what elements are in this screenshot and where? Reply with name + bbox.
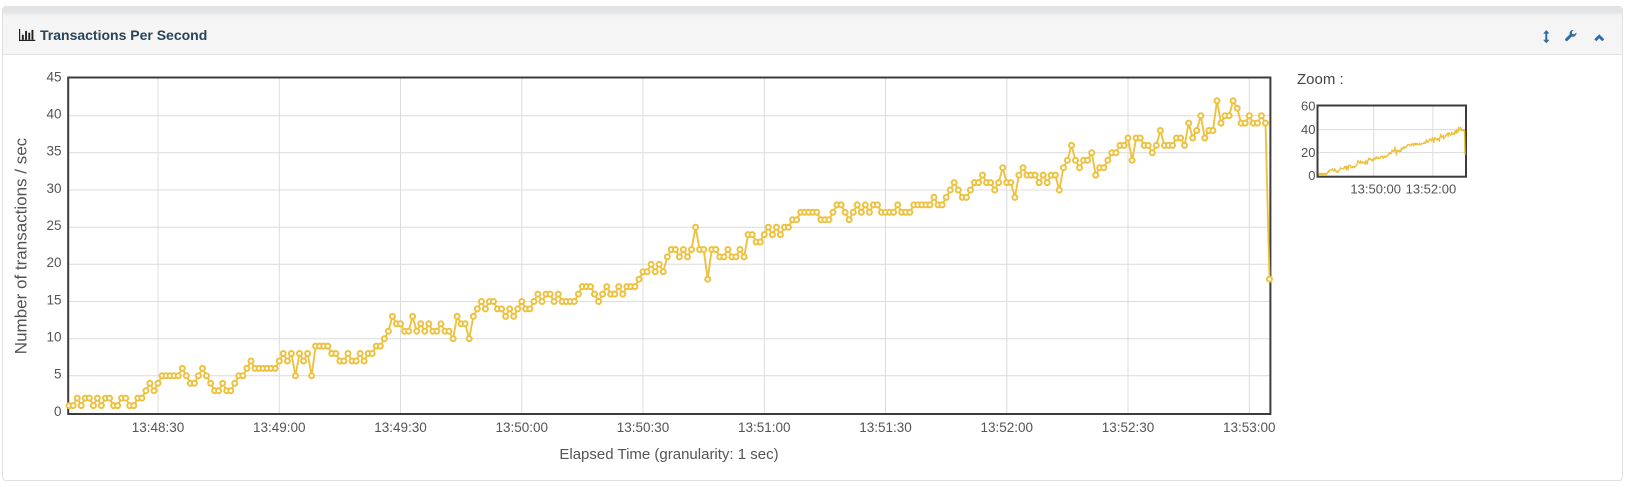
svg-text:0: 0 (1308, 168, 1315, 183)
svg-text:20: 20 (1301, 145, 1315, 160)
svg-text:5: 5 (54, 367, 62, 382)
svg-text:15: 15 (46, 292, 61, 307)
svg-text:10: 10 (46, 330, 61, 345)
svg-text:60: 60 (1301, 99, 1315, 114)
svg-text:0: 0 (54, 404, 62, 419)
svg-text:Number of transactions / sec: Number of transactions / sec (12, 137, 31, 354)
svg-text:13:52:30: 13:52:30 (1102, 420, 1155, 435)
svg-text:13:49:00: 13:49:00 (253, 420, 306, 435)
svg-text:13:51:30: 13:51:30 (859, 420, 912, 435)
svg-text:25: 25 (46, 218, 61, 233)
svg-text:40: 40 (46, 107, 61, 122)
svg-text:30: 30 (46, 181, 61, 196)
svg-text:13:49:30: 13:49:30 (374, 420, 427, 435)
svg-text:20: 20 (46, 255, 61, 270)
svg-text:13:50:30: 13:50:30 (617, 420, 670, 435)
svg-text:13:48:30: 13:48:30 (132, 420, 185, 435)
svg-text:Elapsed Time (granularity: 1 s: Elapsed Time (granularity: 1 sec) (559, 446, 778, 463)
svg-text:13:52:00: 13:52:00 (1406, 182, 1457, 197)
svg-text:13:50:00: 13:50:00 (1350, 182, 1401, 197)
svg-text:45: 45 (46, 69, 61, 84)
svg-text:Zoom :: Zoom : (1297, 71, 1344, 88)
svg-text:13:52:00: 13:52:00 (981, 420, 1034, 435)
svg-text:35: 35 (46, 144, 61, 159)
svg-text:13:50:00: 13:50:00 (496, 420, 549, 435)
svg-text:40: 40 (1301, 122, 1315, 137)
svg-text:13:51:00: 13:51:00 (738, 420, 791, 435)
svg-text:13:53:00: 13:53:00 (1223, 420, 1276, 435)
